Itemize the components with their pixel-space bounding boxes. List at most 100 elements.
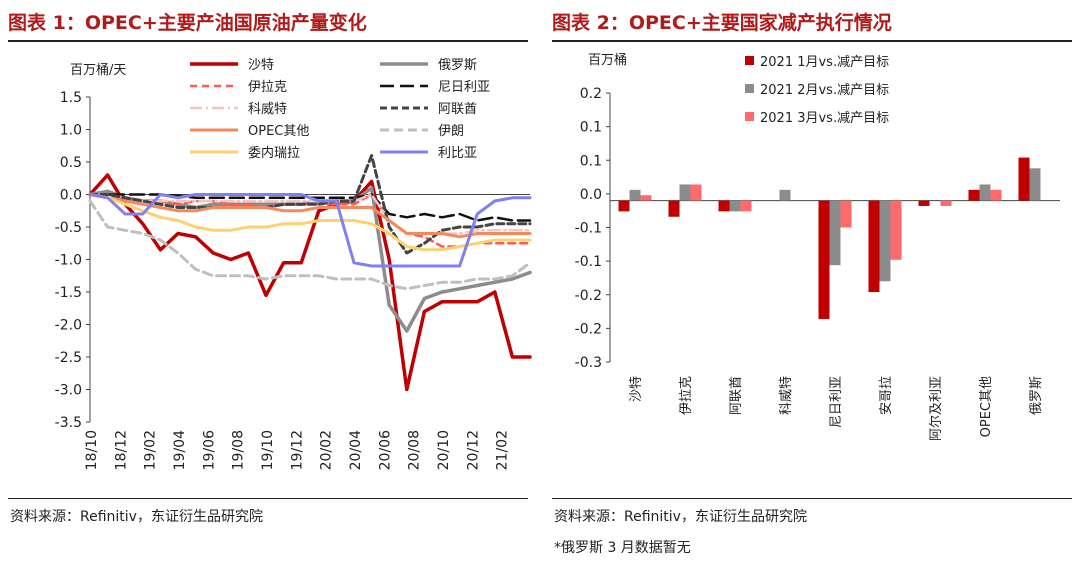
category-label: 尼日利亚	[829, 376, 844, 428]
bar-0-6	[918, 200, 930, 206]
series-line-0	[88, 173, 532, 392]
bar-2-5	[890, 200, 902, 260]
x-tick-label: 19/02	[143, 430, 159, 470]
x-tick-label: 19/08	[231, 430, 247, 470]
legend-swatch-2	[745, 112, 754, 121]
bar-1-4	[829, 200, 841, 266]
y-tick-label: 0.0	[60, 188, 82, 204]
bar-0-2	[718, 200, 730, 212]
category-label: 俄罗斯	[1029, 376, 1044, 415]
x-tick-label: 20/04	[348, 430, 364, 470]
category-label: OPEC其他	[979, 376, 994, 437]
right-title-rule	[552, 40, 1072, 42]
series-line-4	[88, 193, 532, 235]
y-tick-label: -3.0	[55, 383, 82, 399]
bar-0-0	[618, 200, 630, 212]
legend-label-7: 伊朗	[438, 124, 464, 139]
bar-0-7	[968, 189, 980, 201]
legend-label-6: OPEC其他	[248, 124, 309, 139]
legend-label-2: 2021 3月vs.减产目标	[760, 111, 889, 126]
bar-1-3	[779, 189, 791, 201]
legend-label-0: 沙特	[248, 58, 274, 73]
series-line-7	[88, 199, 532, 291]
y-tick-label: -0.1	[575, 254, 602, 270]
bar-1-7	[979, 184, 991, 201]
bar-0-8	[1018, 157, 1030, 201]
legend-swatch-0	[745, 56, 754, 65]
y-tick-label: 0.1	[580, 120, 602, 136]
y-tick-label: 0.1	[580, 153, 602, 169]
bar-0-5	[868, 200, 880, 293]
y-tick-label: -0.2	[575, 288, 602, 304]
bar-2-1	[690, 184, 702, 201]
series-line-5	[88, 154, 532, 255]
x-tick-label: 20/10	[436, 430, 452, 470]
legend-label-3: 尼日利亚	[438, 80, 490, 95]
y-tick-label: -0.3	[575, 355, 602, 371]
left-source-rule	[8, 498, 528, 499]
series-line-6	[88, 193, 532, 239]
legend-label-8: 委内瑞拉	[248, 145, 300, 161]
legend-label-5: 阿联酋	[438, 101, 477, 117]
y-tick-label: -1.0	[55, 253, 82, 269]
y-tick-label: -3.5	[55, 415, 82, 431]
bar-2-2	[740, 200, 752, 212]
left-source: 资料来源：Refinitiv，东证衍生品研究院	[10, 509, 263, 525]
bar-2-7	[990, 189, 1002, 201]
category-label: 伊拉克	[679, 376, 694, 415]
y-tick-label: 0.5	[60, 155, 82, 171]
bar-2-0	[640, 195, 652, 201]
y-tick-label: -0.1	[575, 221, 602, 237]
x-tick-label: 21/02	[495, 430, 511, 470]
y-tick-label: 1.0	[60, 123, 82, 139]
category-label: 沙特	[629, 376, 644, 402]
legend-label-1: 2021 2月vs.减产目标	[760, 83, 889, 98]
bar-0-4	[818, 200, 830, 319]
bar-1-1	[679, 184, 691, 201]
y-tick-label: -1.5	[55, 285, 82, 301]
right-chart-title: 图表 2：OPEC+主要国家减产执行情况	[552, 12, 892, 34]
bar-1-0	[629, 189, 641, 201]
x-tick-label: 20/06	[377, 430, 393, 470]
x-tick-label: 19/04	[172, 430, 188, 470]
y-tick-label: -2.0	[55, 318, 82, 334]
x-tick-label: 19/06	[201, 430, 217, 470]
legend-label-2: 伊拉克	[248, 80, 287, 95]
x-tick-label: 20/02	[319, 430, 335, 470]
right-note: *俄罗斯 3 月数据暂无	[554, 540, 691, 556]
x-tick-label: 18/12	[113, 430, 129, 470]
y-tick-label: 0.2	[580, 86, 602, 102]
bar-1-8	[1029, 168, 1041, 201]
bar-2-4	[840, 200, 852, 228]
bar-2-6	[940, 200, 952, 206]
bar-1-5	[879, 200, 891, 282]
y-tick-label: -2.5	[55, 350, 82, 366]
y-axis-label: 百万桶/天	[70, 63, 126, 78]
x-tick-label: 19/10	[260, 430, 276, 470]
series-line-9	[88, 193, 532, 268]
x-tick-label: 20/12	[465, 430, 481, 470]
right-source-rule	[552, 498, 1072, 499]
y-tick-label: 0.0	[580, 187, 602, 203]
y-tick-label: -0.5	[55, 220, 82, 236]
left-title-rule	[8, 40, 528, 42]
right-source: 资料来源：Refinitiv，东证衍生品研究院	[554, 509, 807, 525]
category-label: 安哥拉	[879, 376, 894, 415]
y-tick-label: 1.5	[60, 90, 82, 106]
x-tick-label: 19/12	[289, 430, 305, 470]
legend-label-9: 利比亚	[438, 146, 477, 161]
series-line-8	[88, 193, 532, 252]
legend-swatch-1	[745, 84, 754, 93]
y-tick-label: -0.2	[575, 321, 602, 337]
left-chart-title: 图表 1：OPEC+主要产油国原油产量变化	[8, 12, 367, 34]
legend-label-4: 科威特	[248, 102, 287, 117]
legend-label-0: 2021 1月vs.减产目标	[760, 55, 889, 70]
category-label: 科威特	[779, 376, 794, 415]
legend-label-1: 俄罗斯	[438, 58, 477, 73]
bar-0-1	[668, 200, 680, 217]
category-label: 阿尔及利亚	[929, 376, 944, 441]
line-chart: 1.5 1.0 0.5 0.0 -0.5 -1.0 -1.5 -2.0 -2.5 -3.0 -3.5…	[55, 58, 532, 470]
y-axis-label: 百万桶	[588, 53, 627, 68]
x-tick-label: 20/08	[407, 430, 423, 470]
